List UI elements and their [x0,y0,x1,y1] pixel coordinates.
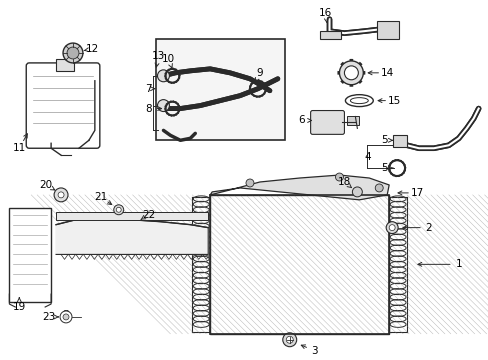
Bar [319,31,341,39]
Text: 13: 13 [152,51,165,61]
FancyBboxPatch shape [310,111,344,134]
Circle shape [245,179,253,187]
Text: 5: 5 [380,135,386,145]
Text: 2: 2 [425,222,431,233]
Text: 1: 1 [454,259,461,269]
Circle shape [116,207,121,212]
Circle shape [352,187,362,197]
Text: 20: 20 [40,180,53,190]
Text: 16: 16 [318,8,331,18]
Text: 19: 19 [13,302,26,312]
Ellipse shape [345,95,372,107]
Text: 12: 12 [86,44,99,54]
Text: ⚭: ⚭ [61,307,71,320]
Bar [210,195,388,334]
Text: 8: 8 [145,104,152,113]
Circle shape [335,173,343,181]
Circle shape [54,188,68,202]
Bar [376,21,398,39]
Bar [56,59,74,71]
Ellipse shape [350,98,367,104]
Bar [9,208,51,302]
Text: 7: 7 [145,84,152,94]
Text: 18: 18 [337,177,350,187]
Circle shape [157,100,169,112]
Text: 4: 4 [363,152,370,162]
Circle shape [344,66,358,80]
Text: 14: 14 [380,68,393,78]
Bar [392,135,406,147]
Text: 15: 15 [386,96,400,105]
Text: 17: 17 [409,188,423,198]
Circle shape [67,47,79,59]
Circle shape [282,333,296,347]
Bar [155,39,284,140]
Circle shape [388,225,394,231]
Polygon shape [56,218,208,255]
Circle shape [63,314,69,320]
Circle shape [63,43,83,63]
Text: 11: 11 [13,143,26,153]
Text: 5: 5 [380,163,386,173]
Circle shape [58,192,64,198]
FancyBboxPatch shape [26,63,100,148]
Text: 21: 21 [94,192,107,202]
Circle shape [386,222,397,234]
Circle shape [285,336,293,343]
Text: 3: 3 [311,346,317,356]
Circle shape [60,311,72,323]
Bar [56,212,208,220]
Text: 10: 10 [162,54,175,64]
Text: 9: 9 [256,68,263,78]
Text: 23: 23 [42,312,56,322]
Circle shape [114,205,123,215]
Text: 22: 22 [142,210,155,220]
Circle shape [374,184,383,192]
Bar [210,195,388,334]
Bar [346,116,359,125]
Circle shape [157,70,169,82]
Circle shape [339,61,363,85]
Polygon shape [210,175,388,200]
Text: 6: 6 [298,116,305,126]
